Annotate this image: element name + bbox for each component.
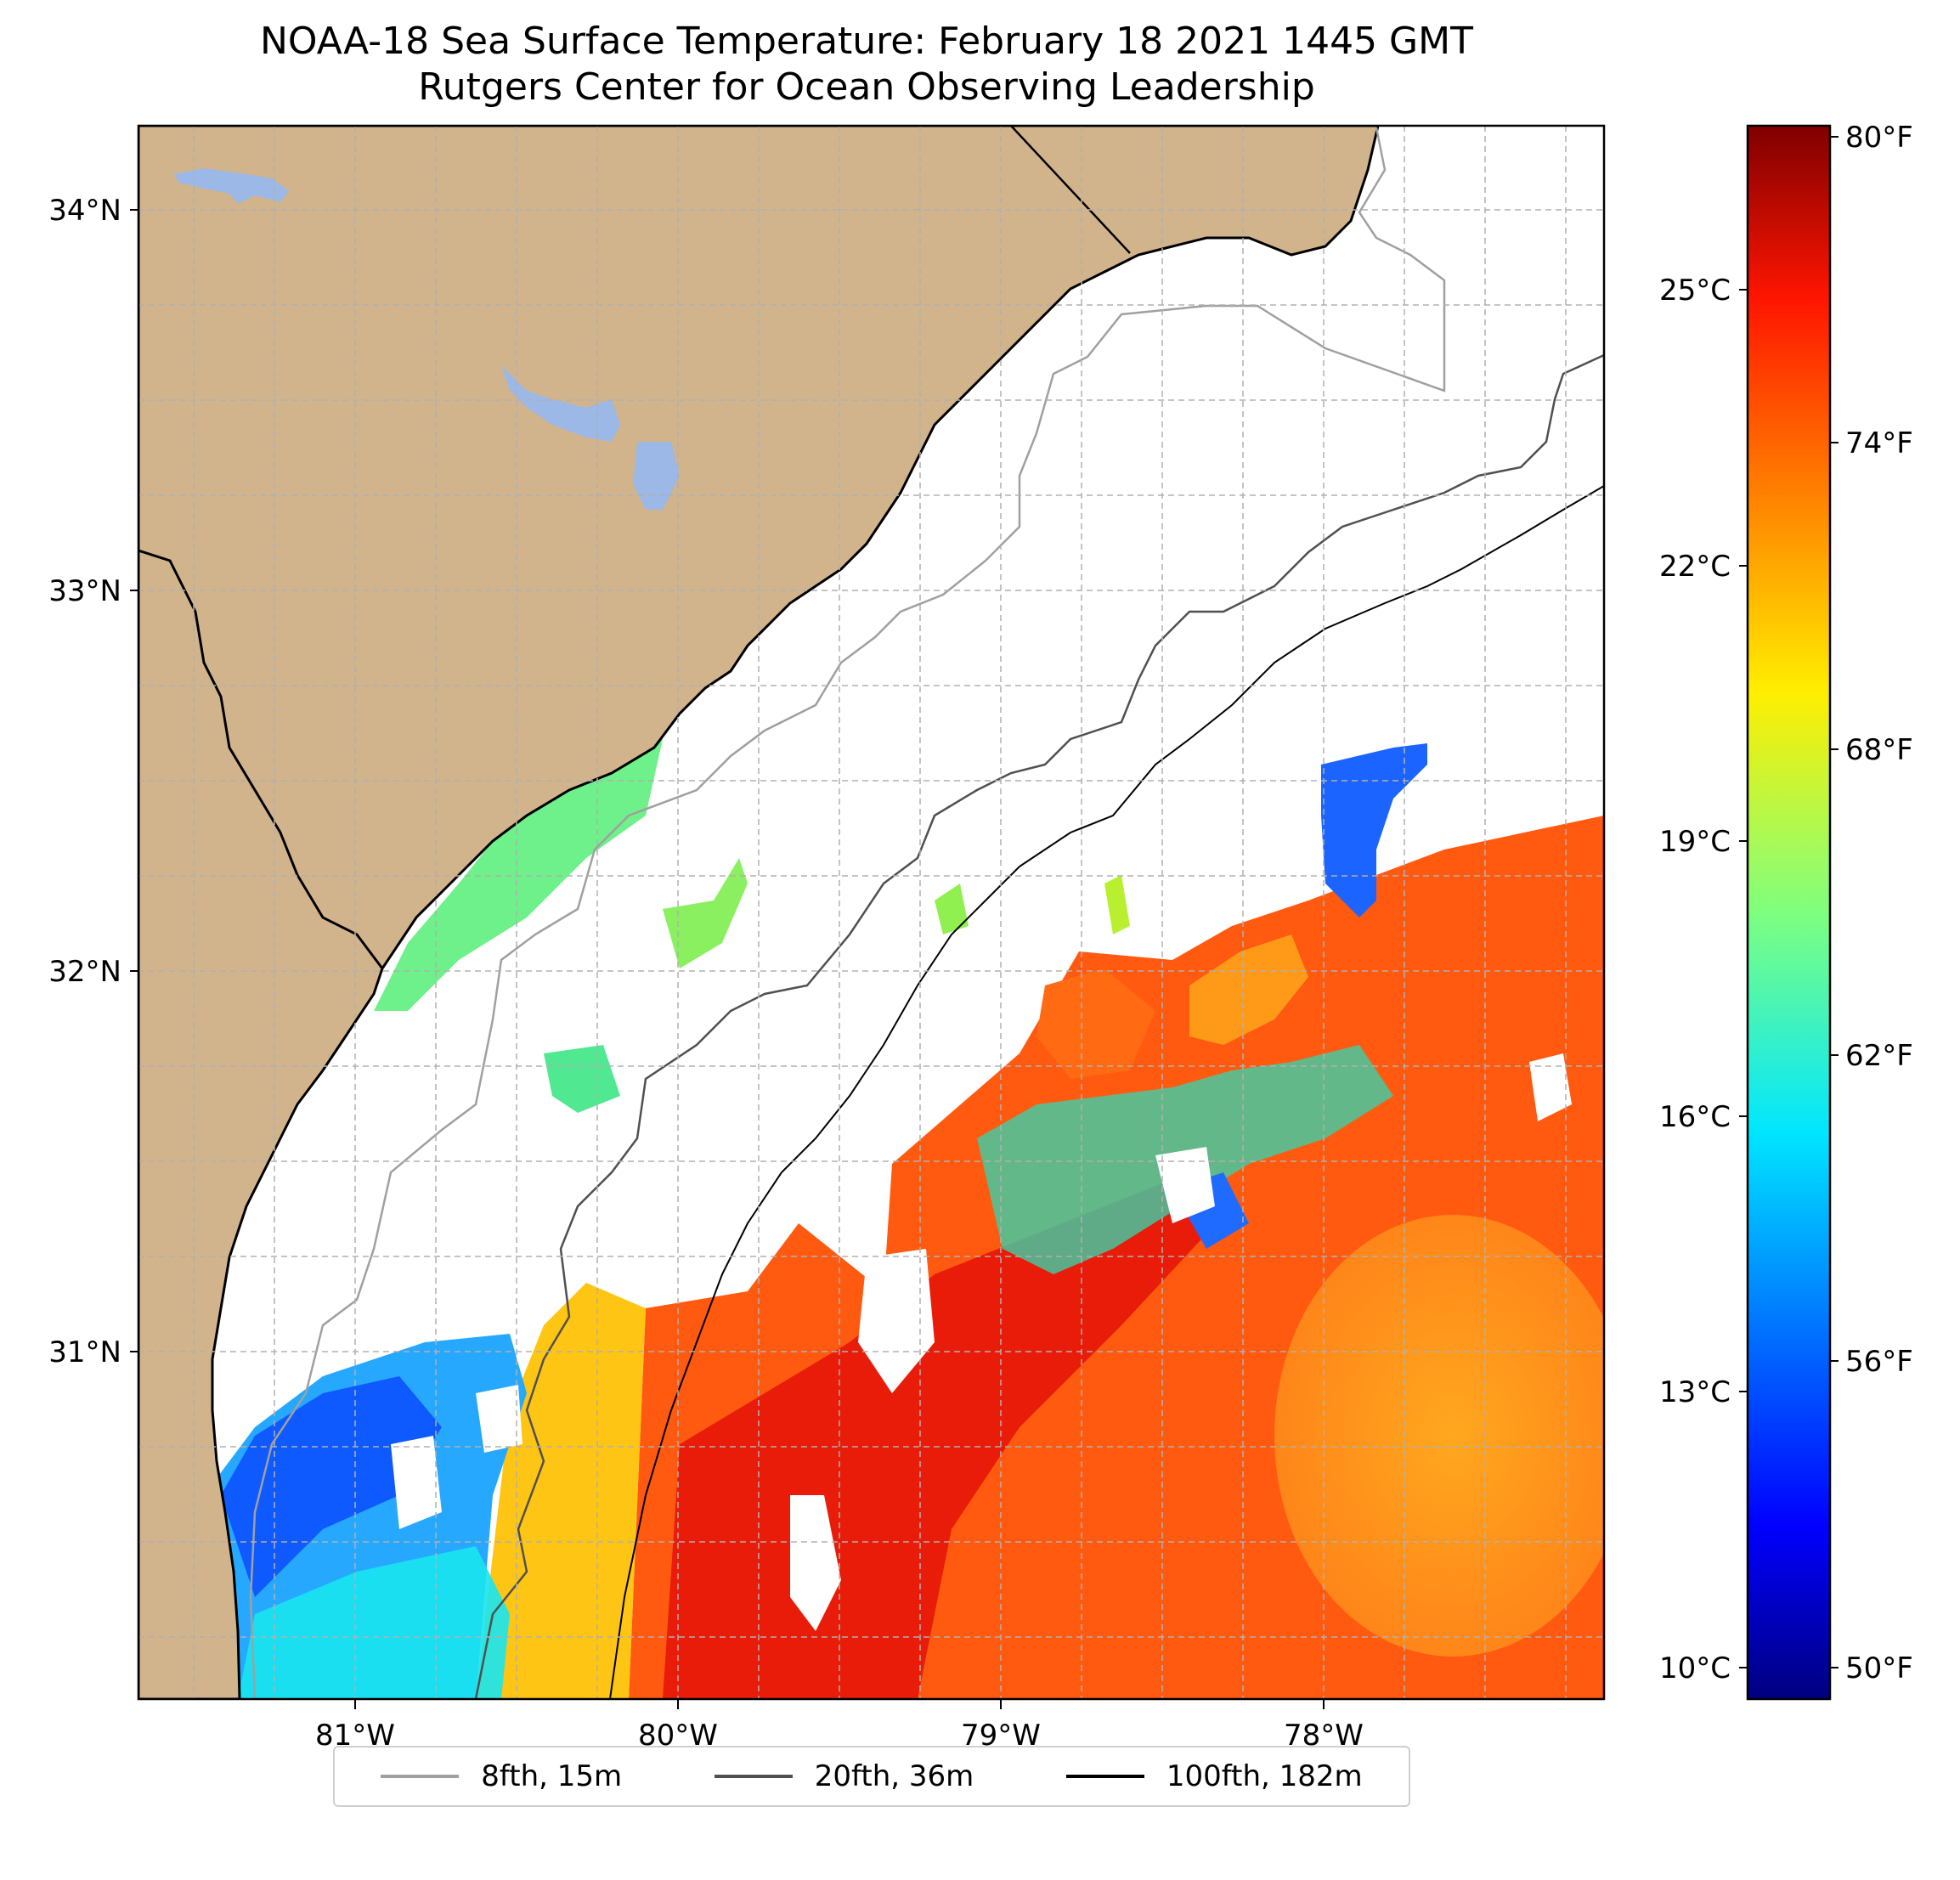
sst-patch-2 [544, 1045, 620, 1113]
legend-swatch-15m [381, 1775, 460, 1778]
land-mass [138, 126, 1380, 1699]
legend-swatch-182m [1065, 1775, 1144, 1778]
title-line-1: NOAA-18 Sea Surface Temperature: Februar… [260, 20, 1473, 63]
legend-label: 8fth, 15m [481, 1759, 623, 1793]
latitude-axis: 34°N 33°N 32°N 31°N [48, 194, 138, 1369]
map-panel [137, 124, 1606, 1701]
celsius-tick-label: 19°C [1659, 825, 1731, 859]
sst-patch-4 [1104, 875, 1130, 934]
lat-tick-label: 31°N [48, 1335, 121, 1369]
celsius-tick-label: 10°C [1659, 1651, 1731, 1685]
cloud-gap-5 [391, 1436, 442, 1529]
legend-label: 20fth, 36m [814, 1759, 974, 1793]
cloud-gap-4 [1529, 1053, 1572, 1121]
fahrenheit-tick-label: 50°F [1845, 1651, 1913, 1685]
legend-swatch-36m [714, 1775, 793, 1778]
sst-coastal-band [374, 739, 663, 1011]
sst-warm-eddy [1274, 1215, 1604, 1657]
isobath-legend: 8fth, 15m 20fth, 36m 100fth, 182m [333, 1746, 1410, 1807]
sst-layer [138, 739, 1604, 1699]
lat-tick-label: 32°N [48, 955, 121, 989]
cloud-gap-1 [790, 1495, 841, 1631]
sst-patch-1 [663, 858, 748, 968]
celsius-tick-label: 25°C [1659, 274, 1731, 308]
legend-label: 100fth, 182m [1166, 1759, 1363, 1793]
sst-shelf-front [476, 1283, 646, 1699]
state-border [138, 549, 384, 969]
lake-moultrie [501, 365, 620, 442]
colorbar-gradient [1746, 124, 1832, 1701]
longitude-axis: 81°W 80°W 79°W 78°W [315, 1699, 1364, 1753]
lat-tick-label: 33°N [48, 574, 121, 608]
title-line-2: Rutgers Center for Ocean Observing Leade… [418, 65, 1315, 109]
legend-entry-182m: 100fth, 182m [1065, 1759, 1363, 1793]
fahrenheit-tick-label: 62°F [1845, 1039, 1913, 1073]
isobath-15m [249, 127, 1446, 1699]
map-title: NOAA-18 Sea Surface Temperature: Februar… [0, 19, 1733, 110]
lake-marion [174, 168, 289, 204]
isobath-182m [609, 485, 1604, 1699]
celsius-tick-label: 22°C [1659, 550, 1731, 584]
state-border-north [1010, 125, 1131, 254]
sst-cold-patch-north [1321, 743, 1427, 917]
sst-patch-3 [935, 884, 969, 934]
celsius-tick-label: 16°C [1659, 1100, 1731, 1134]
lake-moultrie-south [633, 442, 680, 510]
fahrenheit-tick-label: 56°F [1845, 1345, 1913, 1379]
gridlines [138, 126, 1604, 1699]
map-frame [137, 124, 1606, 1701]
isobath-36m [474, 353, 1604, 1699]
fahrenheit-tick-label: 74°F [1845, 426, 1913, 460]
lat-tick-label: 34°N [48, 194, 121, 228]
legend-entry-15m: 8fth, 15m [381, 1759, 622, 1793]
fahrenheit-tick-label: 68°F [1845, 733, 1913, 767]
legend-entry-36m: 20fth, 36m [714, 1759, 974, 1793]
cloud-gap-2 [858, 1249, 935, 1393]
celsius-tick-label: 13°C [1659, 1375, 1731, 1409]
fahrenheit-tick-label: 80°F [1845, 121, 1913, 155]
sst-cyan-band [238, 1546, 510, 1699]
sst-mid-patch [1189, 934, 1308, 1045]
sst-mid-patch-2 [1036, 968, 1155, 1079]
cloud-gap-3 [1155, 1147, 1215, 1223]
cloud-gap-6 [476, 1385, 522, 1453]
colorbar: 25°C 22°C 19°C 16°C 13°C 10°C 80°F 74°F … [1659, 121, 1913, 1701]
